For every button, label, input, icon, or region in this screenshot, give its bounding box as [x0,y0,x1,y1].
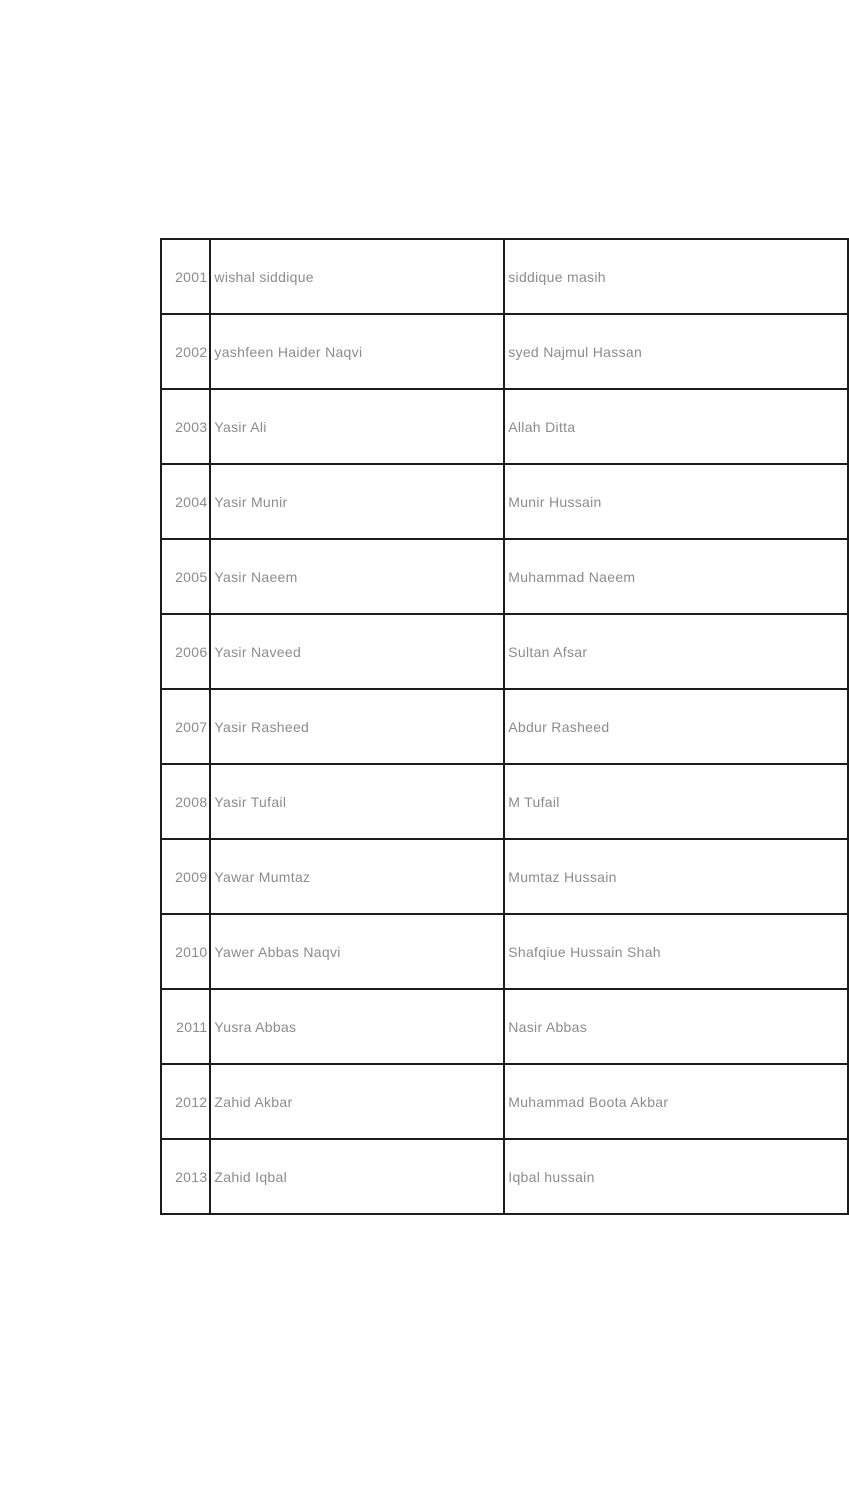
father-name-cell: Muhammad Naeem [503,538,849,615]
father-name-cell: Iqbal hussain [503,1138,849,1215]
name-cell: Yasir Naveed [209,613,506,690]
table-row: 2007 Yasir Rasheed Abdur Rasheed [159,688,849,765]
father-name-cell: Nasir Abbas [503,988,849,1065]
father-name-cell: syed Najmul Hassan [503,313,849,390]
serial-number-cell: 2006 [159,613,212,690]
table-row: 2004 Yasir Munir Munir Hussain [159,463,849,540]
serial-number-cell: 2009 [159,838,212,915]
father-name-cell: siddique masih [503,238,849,315]
table-row: 2010 Yawer Abbas Naqvi Shafqiue Hussain … [159,913,849,990]
records-table: 2001 wishal siddique siddique masih 2002… [159,238,849,1215]
name-cell: Yasir Naeem [209,538,506,615]
name-cell: Zahid Iqbal [209,1138,506,1215]
father-name-cell: Mumtaz Hussain [503,838,849,915]
name-cell: Yusra Abbas [209,988,506,1065]
father-name-cell: Shafqiue Hussain Shah [503,913,849,990]
father-name-cell: Sultan Afsar [503,613,849,690]
table-row: 2006 Yasir Naveed Sultan Afsar [159,613,849,690]
name-cell: Yawer Abbas Naqvi [209,913,506,990]
table-row: 2009 Yawar Mumtaz Mumtaz Hussain [159,838,849,915]
name-cell: Yasir Munir [209,463,506,540]
father-name-cell: Allah Ditta [503,388,849,465]
table-row: 2005 Yasir Naeem Muhammad Naeem [159,538,849,615]
table-row: 2002 yashfeen Haider Naqvi syed Najmul H… [159,313,849,390]
table-row: 2012 Zahid Akbar Muhammad Boota Akbar [159,1063,849,1140]
name-cell: Yasir Tufail [209,763,506,840]
serial-number-cell: 2008 [159,763,212,840]
table-row: 2008 Yasir Tufail M Tufail [159,763,849,840]
father-name-cell: Munir Hussain [503,463,849,540]
father-name-cell: M Tufail [503,763,849,840]
serial-number-cell: 2002 [159,313,212,390]
table-row: 2003 Yasir Ali Allah Ditta [159,388,849,465]
name-cell: wishal siddique [209,238,506,315]
name-cell: Yasir Rasheed [209,688,506,765]
table-row: 2011 Yusra Abbas Nasir Abbas [159,988,849,1065]
father-name-cell: Abdur Rasheed [503,688,849,765]
name-cell: yashfeen Haider Naqvi [209,313,506,390]
table-row: 2013 Zahid Iqbal Iqbal hussain [159,1138,849,1215]
serial-number-cell: 2004 [159,463,212,540]
serial-number-cell: 2005 [159,538,212,615]
serial-number-cell: 2013 [159,1138,212,1215]
serial-number-cell: 2010 [159,913,212,990]
serial-number-cell: 2007 [159,688,212,765]
father-name-cell: Muhammad Boota Akbar [503,1063,849,1140]
serial-number-cell: 2011 [159,988,212,1065]
table-row: 2001 wishal siddique siddique masih [159,238,849,315]
records-tbody: 2001 wishal siddique siddique masih 2002… [159,238,849,1215]
name-cell: Yawar Mumtaz [209,838,506,915]
serial-number-cell: 2012 [159,1063,212,1140]
serial-number-cell: 2003 [159,388,212,465]
name-cell: Zahid Akbar [209,1063,506,1140]
serial-number-cell: 2001 [159,238,212,315]
name-cell: Yasir Ali [209,388,506,465]
